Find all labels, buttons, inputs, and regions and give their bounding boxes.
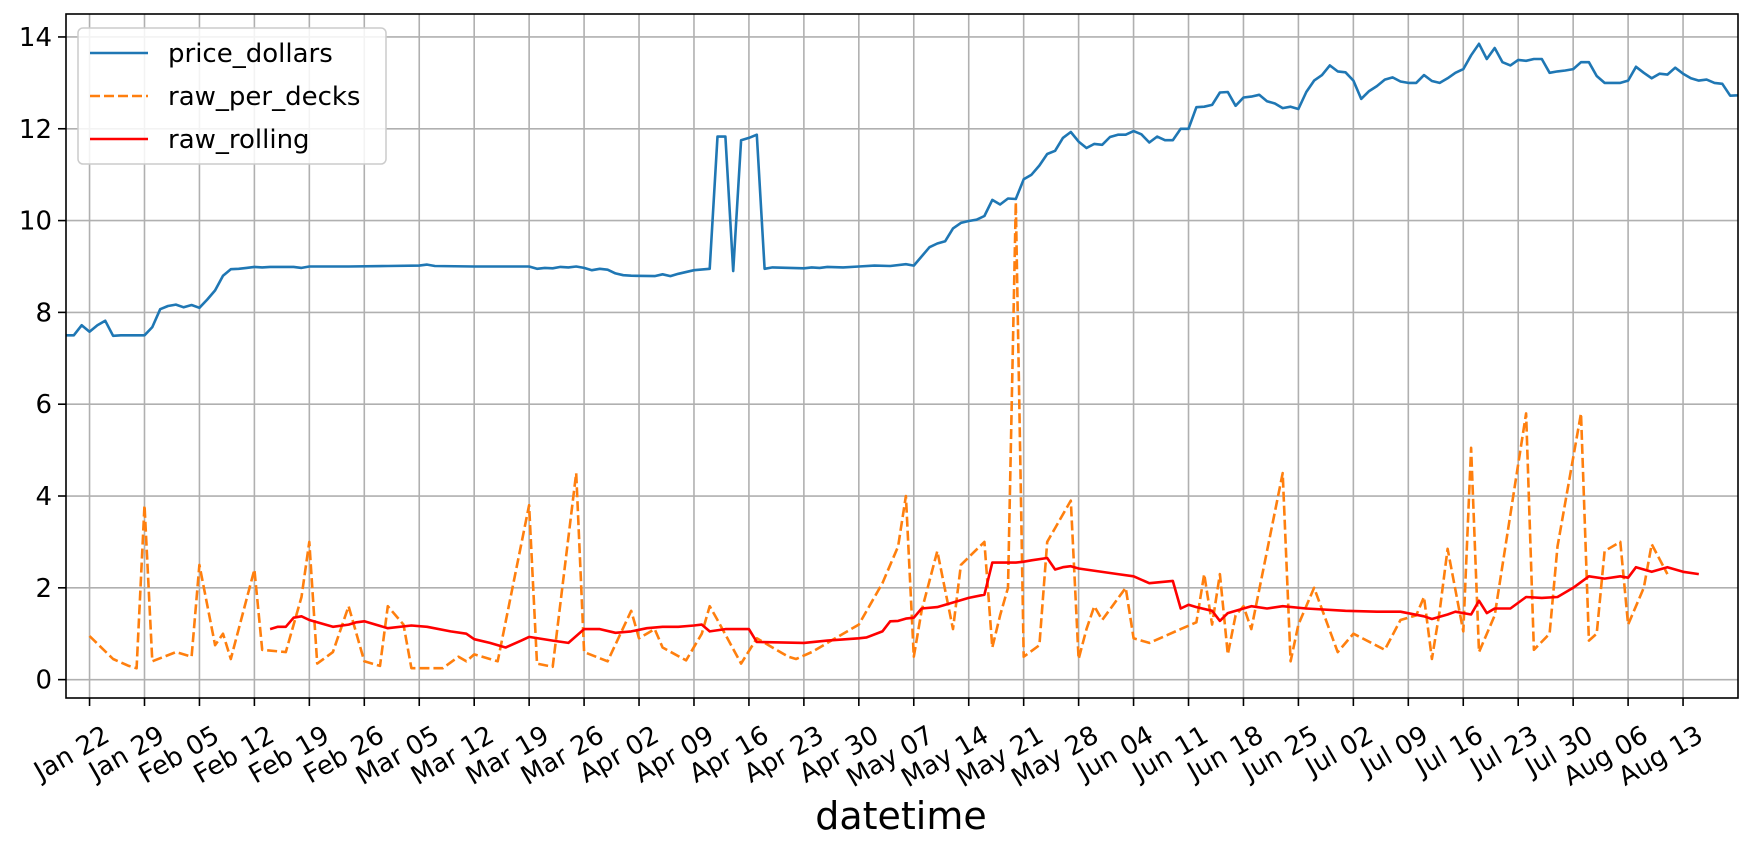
legend: price_dollars raw_per_decks raw_rolling: [77, 27, 387, 165]
legend-label: raw_per_decks: [168, 82, 360, 112]
plot-border: [65, 13, 1739, 699]
y-tick-label: 4: [35, 482, 52, 512]
y-tick-label: 2: [35, 574, 52, 604]
legend-label: price_dollars: [168, 39, 333, 69]
y-tick-label: 12: [19, 115, 52, 145]
series-line-raw-per-decks: [88, 200, 1669, 670]
x-axis-label: datetime: [815, 794, 987, 838]
y-tick-label: 14: [19, 23, 52, 53]
y-tick-label: 8: [35, 298, 52, 328]
legend-box: [77, 27, 387, 165]
y-tick-label: 0: [35, 666, 52, 696]
axes-frame: [65, 13, 1739, 699]
series-line-price-dollars: [66, 42, 1738, 338]
y-tick-label: 6: [35, 390, 52, 420]
series-line-raw-rolling: [269, 556, 1699, 649]
legend-label: raw_rolling: [168, 125, 310, 155]
plot-area: [66, 42, 1738, 670]
y-tick-label: 10: [19, 207, 52, 237]
